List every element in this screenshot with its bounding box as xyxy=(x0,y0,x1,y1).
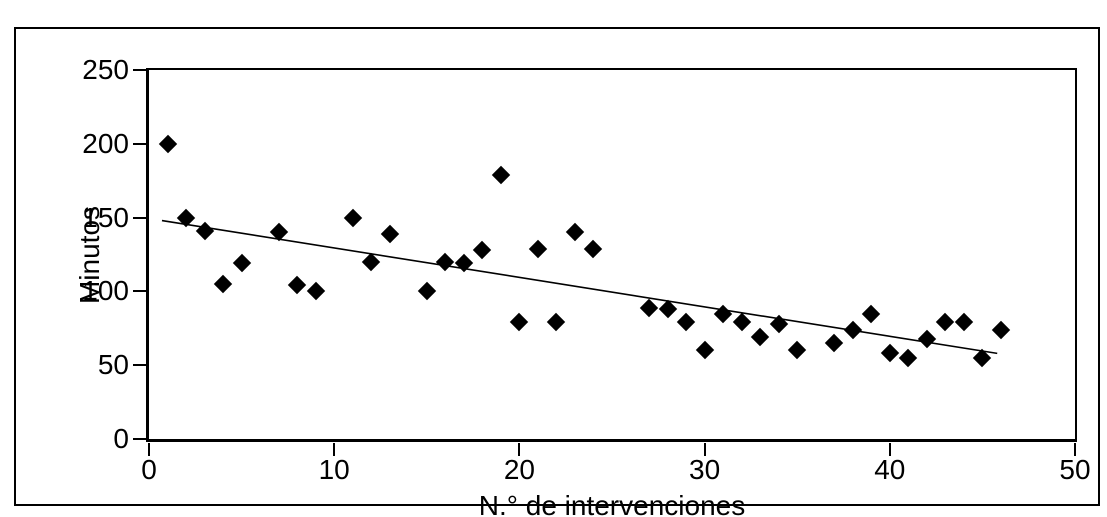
x-axis-tick xyxy=(518,443,521,456)
y-axis-tick xyxy=(133,438,146,440)
y-axis-tick xyxy=(133,142,146,145)
figure-border: 0 50 100 150 200 250 0 10 20 30 40 50 Minutos N.° d… xyxy=(14,27,1100,517)
y-tick-label: 200 xyxy=(82,127,129,159)
x-axis-tick xyxy=(148,443,150,456)
y-axis-tick xyxy=(133,69,146,71)
y-axis-tick xyxy=(133,216,146,219)
y-tick-label: 100 xyxy=(82,275,129,307)
x-axis-tick xyxy=(888,443,891,456)
x-axis-tick xyxy=(1074,443,1076,456)
x-tick-label: 30 xyxy=(689,454,721,485)
y-axis-tick xyxy=(133,364,146,367)
y-tick-label: 0 xyxy=(113,423,129,454)
plot-area: 0 50 100 150 200 250 0 10 20 30 40 50 Minutos N.° d… xyxy=(74,55,1091,517)
trend-line xyxy=(161,219,998,355)
x-tick-label: 40 xyxy=(874,454,906,485)
x-tick-label: 20 xyxy=(503,454,535,485)
y-axis-title: Minutos xyxy=(74,205,105,304)
y-tick-label: 150 xyxy=(82,201,129,233)
y-axis-tick xyxy=(133,290,146,293)
y-tick-label: 50 xyxy=(97,349,129,381)
x-tick-label: 50 xyxy=(1059,454,1091,485)
x-axis-title: N.° de intervenciones xyxy=(478,490,746,517)
x-axis-tick xyxy=(333,443,336,456)
x-tick-label: 10 xyxy=(318,454,350,485)
x-axis-tick xyxy=(703,443,706,456)
y-tick-label: 250 xyxy=(82,54,129,85)
x-tick-label: 0 xyxy=(141,454,157,485)
